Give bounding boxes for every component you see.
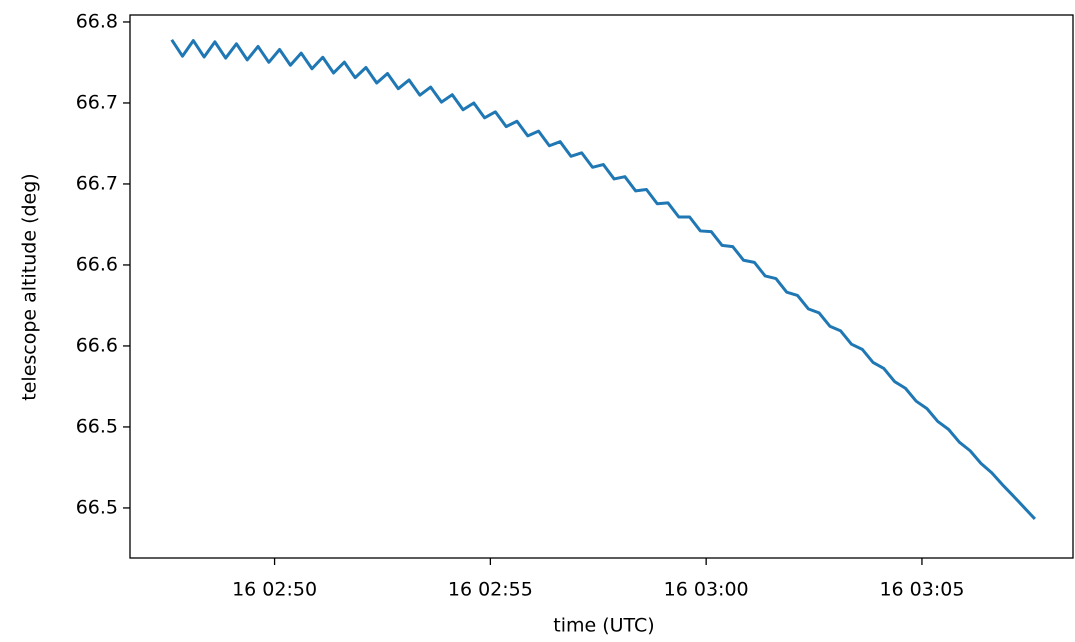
y-tick-label: 66.7 <box>76 91 118 113</box>
x-tick-label: 16 03:00 <box>664 579 749 601</box>
x-tick-label: 16 02:55 <box>448 579 533 601</box>
y-tick-label: 66.8 <box>76 10 118 32</box>
y-tick-label: 66.7 <box>76 172 118 194</box>
axes-frame <box>129 14 1074 559</box>
x-tick-label: 16 03:05 <box>879 579 964 601</box>
y-tick-label: 66.5 <box>76 496 118 518</box>
data-line <box>170 38 1036 520</box>
y-tick-label: 66.6 <box>76 334 118 356</box>
y-tick-label: 66.5 <box>76 415 118 437</box>
y-axis-label: telescope altitude (deg) <box>19 173 41 400</box>
x-axis-label: time (UTC) <box>553 615 654 637</box>
x-tick-label: 16 02:50 <box>232 579 317 601</box>
y-tick-label: 66.6 <box>76 253 118 275</box>
